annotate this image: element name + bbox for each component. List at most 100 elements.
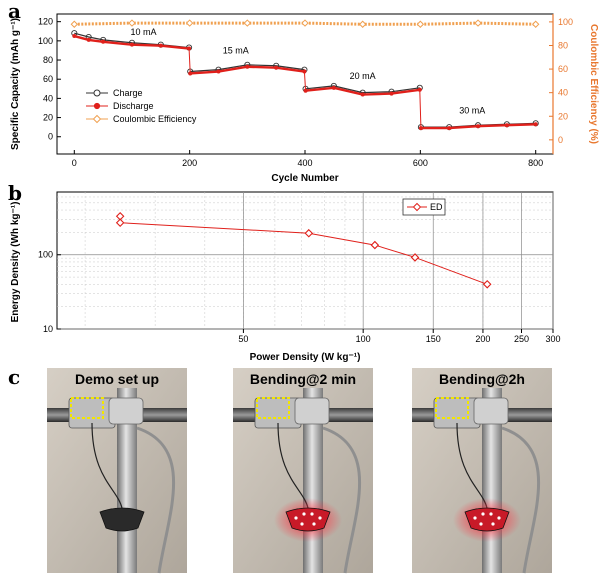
led-light [285,507,331,532]
ce-point [358,20,367,28]
discharge-point [447,126,452,131]
ed-point [304,228,314,238]
brake-cable [501,426,540,574]
led-dot [300,522,304,526]
legend-discharge-label: Discharge [113,101,154,111]
panel-a-ylabel: Specific Capacity (mAh g⁻¹) [10,18,21,150]
panel-b-label: b [8,181,22,205]
led-light [99,507,145,532]
panel-b-xtick-label: 300 [545,334,560,344]
rate-step-drop [419,89,422,129]
discharge-point [245,64,250,69]
panel-a-ytick-label: 40 [43,93,53,103]
legend-charge-label: Charge [113,88,143,98]
panel-a-y2tick-label: 20 [558,111,568,121]
panel-b-xlabel: Power Density (W kg⁻¹) [250,352,361,363]
ce-point [128,19,136,27]
panel-a-ytick-label: 100 [38,36,53,46]
photo-3: Bending@2h [412,368,552,574]
discharge-point [476,124,481,129]
panel-a-y2tick-label: 100 [558,17,573,27]
discharge-segment-0 [73,34,190,50]
led-dot [302,512,306,516]
legend-ce: Coulombic Efficiency [86,114,197,124]
ce-point [243,19,252,27]
panel-a-xtick-label: 0 [72,158,77,168]
ce-point [474,19,482,27]
panel-a-y2tick-label: 40 [558,88,568,98]
panel-b-xtick-label: 50 [238,334,248,344]
panel-a-ytick-label: 60 [43,74,53,84]
panel-a-ytick-label: 0 [48,132,53,142]
panel-a-xtick-label: 400 [297,158,312,168]
panel-a-xtick-label: 600 [413,158,428,168]
photo-title: Bending@2h [439,371,525,387]
panel-c-label: c [8,365,20,389]
panel-b-legend: ED [402,198,446,216]
panel-c-photos: Demo set up Bending@2 min Bending@2h [47,368,552,574]
panel-a-ytick-label: 120 [38,17,53,27]
panel-a-xtick-label: 800 [528,158,543,168]
panel-a-y2tick-label: 60 [558,64,568,74]
panel-a-xlabel: Cycle Number [271,173,338,184]
stem-clamp [473,397,509,425]
discharge-point [158,43,163,48]
ed-point [370,240,380,250]
stem-clamp [108,397,144,425]
discharge-point [331,85,336,90]
panel-b-xtick-label: 250 [514,334,529,344]
ce-point [185,19,194,27]
legend-charge: Charge [86,88,143,98]
legend-discharge: Discharge [86,101,154,111]
photo-2: Bending@2 min [233,368,373,574]
ce-point [70,20,79,28]
discharge-point [216,69,221,74]
ed-point [482,280,492,289]
panel-a-xtick-label: 200 [182,158,197,168]
ce-point [301,19,309,27]
ce-point [531,20,540,28]
ce-point [416,20,425,28]
ed-point [410,253,420,262]
rate-step-drop [303,71,307,91]
ed-point [115,218,125,227]
battery-highlight-box [70,397,104,419]
panel-a-ytick-label: 20 [43,113,53,123]
panel-a-legend: Charge Discharge Coulombic Efficiency [86,88,197,124]
panel-a-y2tick-label: 0 [558,135,563,145]
discharge-point [504,123,509,128]
rate-annotation: 10 mA [131,27,157,37]
discharge-point [389,91,394,96]
panel-b-ylabel: Energy Density (Wh kg⁻¹) [10,202,21,323]
panel-b-ytick-label: 10 [43,324,53,334]
led-dot [473,516,477,520]
panel-a-y2tick-label: 80 [558,40,568,50]
photo-title: Bending@2 min [250,371,356,387]
legend-ed-marker [412,202,422,212]
panel-b-ytick-label: 100 [38,250,53,260]
led-dot [491,522,495,526]
panel-a-y2label: Coulombic Efficiency (%) [588,24,599,144]
discharge-point [86,37,91,42]
stem-clamp [294,397,330,425]
panel-b-frame [56,191,554,330]
discharge-point [533,122,538,127]
discharge-point [360,92,365,97]
battery-highlight-box [256,397,290,419]
discharge-point [274,65,279,70]
rate-step-drop [188,48,191,74]
led-dot [479,522,483,526]
legend-charge-marker [93,89,101,97]
led-dot [318,516,322,520]
panel-b-chart: 50 100 150 200 250 300 10 100 Power Density (W… [10,191,561,363]
brake-cable [322,426,361,574]
rate-annotation: 20 mA [350,71,376,81]
wire [91,422,123,509]
legend-ce-marker [92,114,102,124]
panel-a-ytick-label: 80 [43,55,53,65]
led-dot [310,512,314,516]
legend-ed-label: ED [430,202,443,212]
led-dot [497,516,501,520]
legend-discharge-marker [93,102,101,110]
